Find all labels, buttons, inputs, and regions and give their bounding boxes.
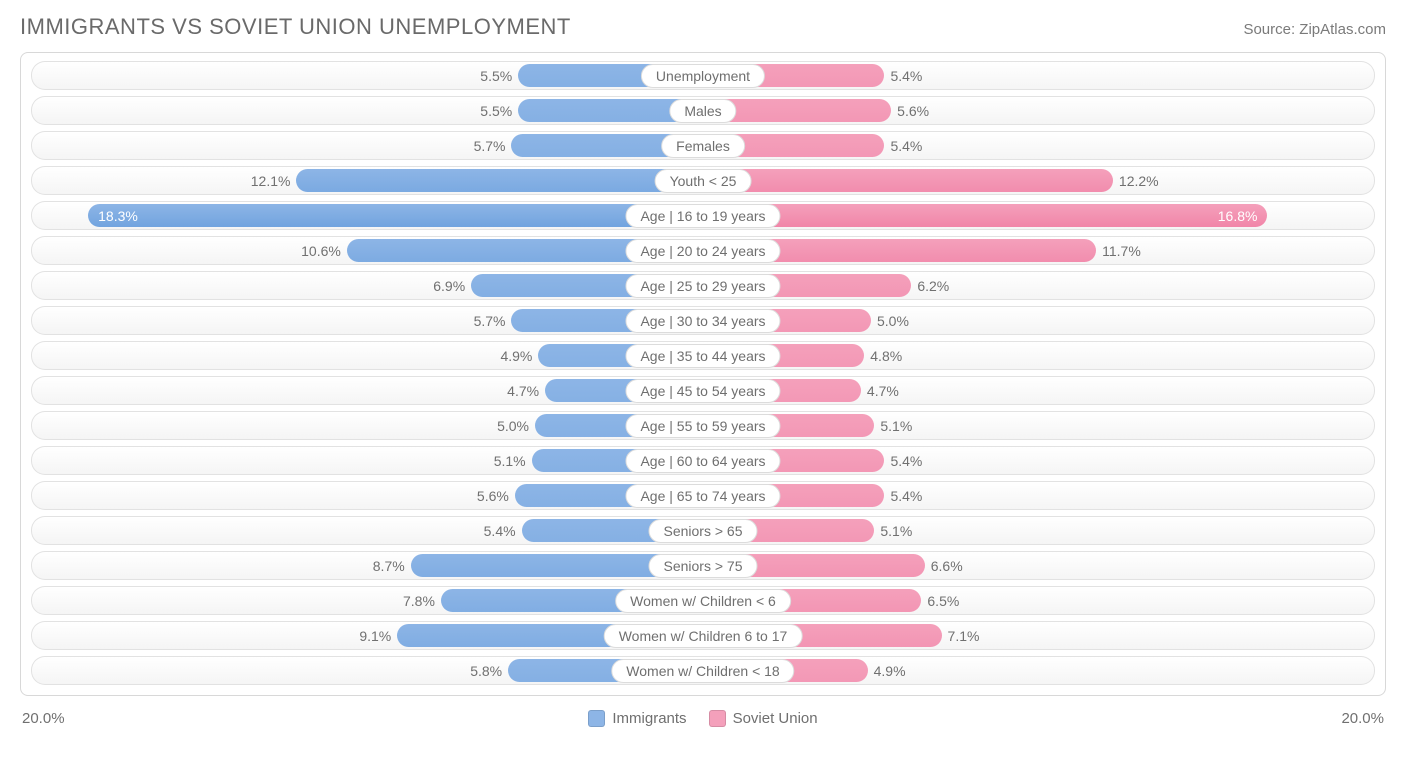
value-label-left: 7.8%: [403, 593, 435, 609]
bar-soviet-union: [703, 169, 1113, 192]
category-label: Women w/ Children 6 to 17: [604, 624, 803, 648]
bar-immigrants: [296, 169, 703, 192]
axis-max-right: 20.0%: [1341, 710, 1384, 727]
chart-row: 10.6% 11.7% Age | 20 to 24 years: [31, 236, 1375, 265]
value-label-right: 11.7%: [1102, 243, 1141, 259]
value-label-left: 10.6%: [301, 243, 341, 259]
value-label-right: 7.1%: [948, 628, 980, 644]
value-label-left: 5.7%: [474, 138, 506, 154]
category-label: Unemployment: [641, 64, 765, 88]
value-label-right: 5.4%: [890, 488, 922, 504]
legend-label-immigrants: Immigrants: [612, 710, 686, 727]
chart-row: 5.1% 5.4% Age | 60 to 64 years: [31, 446, 1375, 475]
category-label: Age | 55 to 59 years: [625, 414, 780, 438]
chart-row: 5.8% 4.9% Women w/ Children < 18: [31, 656, 1375, 685]
category-label: Age | 60 to 64 years: [625, 449, 780, 473]
category-label: Age | 35 to 44 years: [625, 344, 780, 368]
chart-row: 5.5% 5.6% Males: [31, 96, 1375, 125]
chart-row: 9.1% 7.1% Women w/ Children 6 to 17: [31, 621, 1375, 650]
value-label-right: 16.8%: [1218, 208, 1258, 224]
legend-label-soviet-union: Soviet Union: [733, 710, 818, 727]
chart-container: IMMIGRANTS VS SOVIET UNION UNEMPLOYMENT …: [0, 0, 1406, 742]
category-label: Age | 25 to 29 years: [625, 274, 780, 298]
value-label-left: 4.7%: [507, 383, 539, 399]
chart-row: 5.5% 5.4% Unemployment: [31, 61, 1375, 90]
value-label-right: 5.6%: [897, 103, 929, 119]
value-label-left: 5.4%: [484, 523, 516, 539]
value-label-right: 5.4%: [890, 68, 922, 84]
category-label: Males: [669, 99, 736, 123]
chart-footer: 20.0% Immigrants Soviet Union 20.0%: [20, 704, 1386, 732]
chart-row: 5.6% 5.4% Age | 65 to 74 years: [31, 481, 1375, 510]
value-label-left: 5.6%: [477, 488, 509, 504]
value-label-left: 9.1%: [359, 628, 391, 644]
legend-item-soviet-union: Soviet Union: [709, 710, 818, 727]
value-label-left: 5.8%: [470, 663, 502, 679]
category-label: Age | 65 to 74 years: [625, 484, 780, 508]
chart-row: 4.7% 4.7% Age | 45 to 54 years: [31, 376, 1375, 405]
value-label-right: 5.0%: [877, 313, 909, 329]
value-label-right: 12.2%: [1119, 173, 1159, 189]
value-label-right: 5.4%: [890, 138, 922, 154]
chart-row: 18.3% 16.8% Age | 16 to 19 years: [31, 201, 1375, 230]
header: IMMIGRANTS VS SOVIET UNION UNEMPLOYMENT …: [20, 14, 1386, 40]
category-label: Women w/ Children < 18: [611, 659, 794, 683]
value-label-left: 18.3%: [98, 208, 138, 224]
value-label-right: 6.6%: [931, 558, 963, 574]
value-label-left: 5.5%: [480, 103, 512, 119]
category-label: Age | 16 to 19 years: [625, 204, 780, 228]
value-label-left: 5.1%: [494, 453, 526, 469]
value-label-left: 5.5%: [480, 68, 512, 84]
category-label: Seniors > 65: [649, 519, 758, 543]
chart-row: 7.8% 6.5% Women w/ Children < 6: [31, 586, 1375, 615]
value-label-left: 5.0%: [497, 418, 529, 434]
value-label-right: 6.2%: [917, 278, 949, 294]
category-label: Seniors > 75: [649, 554, 758, 578]
value-label-right: 4.9%: [874, 663, 906, 679]
value-label-left: 4.9%: [500, 348, 532, 364]
value-label-left: 5.7%: [474, 313, 506, 329]
axis-max-left: 20.0%: [22, 710, 65, 727]
category-label: Age | 30 to 34 years: [625, 309, 780, 333]
category-label: Youth < 25: [655, 169, 752, 193]
value-label-right: 4.7%: [867, 383, 899, 399]
value-label-left: 8.7%: [373, 558, 405, 574]
chart-row: 5.0% 5.1% Age | 55 to 59 years: [31, 411, 1375, 440]
value-label-right: 5.4%: [890, 453, 922, 469]
bar-immigrants: 18.3%: [88, 204, 703, 227]
value-label-right: 5.1%: [880, 418, 912, 434]
category-label: Females: [661, 134, 745, 158]
legend-item-immigrants: Immigrants: [588, 710, 686, 727]
value-label-left: 6.9%: [433, 278, 465, 294]
legend: Immigrants Soviet Union: [588, 710, 817, 727]
chart-plot-area: 5.5% 5.4% Unemployment 5.5% 5.6% Males 5.7% 5.4…: [20, 52, 1386, 696]
chart-title: IMMIGRANTS VS SOVIET UNION UNEMPLOYMENT: [20, 14, 571, 40]
value-label-right: 4.8%: [870, 348, 902, 364]
category-label: Age | 45 to 54 years: [625, 379, 780, 403]
chart-row: 12.1% 12.2% Youth < 25: [31, 166, 1375, 195]
value-label-right: 5.1%: [880, 523, 912, 539]
chart-row: 5.7% 5.4% Females: [31, 131, 1375, 160]
bar-soviet-union: 16.8%: [703, 204, 1267, 227]
chart-row: 8.7% 6.6% Seniors > 75: [31, 551, 1375, 580]
chart-row: 6.9% 6.2% Age | 25 to 29 years: [31, 271, 1375, 300]
category-label: Women w/ Children < 6: [615, 589, 791, 613]
category-label: Age | 20 to 24 years: [625, 239, 780, 263]
value-label-left: 12.1%: [251, 173, 291, 189]
chart-row: 5.4% 5.1% Seniors > 65: [31, 516, 1375, 545]
legend-swatch-soviet-union: [709, 710, 726, 727]
legend-swatch-immigrants: [588, 710, 605, 727]
chart-row: 4.9% 4.8% Age | 35 to 44 years: [31, 341, 1375, 370]
source-label: Source: ZipAtlas.com: [1243, 21, 1386, 38]
chart-row: 5.7% 5.0% Age | 30 to 34 years: [31, 306, 1375, 335]
value-label-right: 6.5%: [927, 593, 959, 609]
